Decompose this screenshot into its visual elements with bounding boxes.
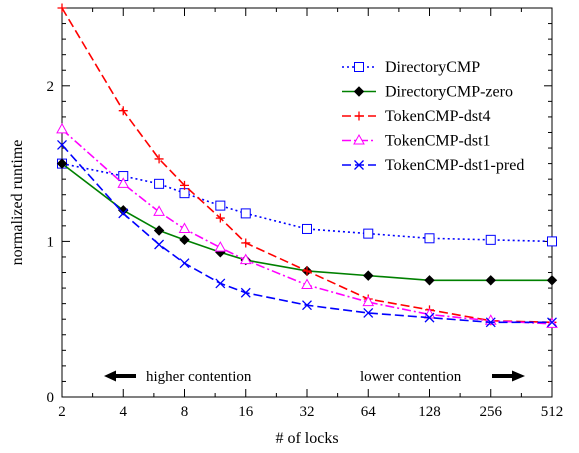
x-tick-label: 512 [541,404,564,420]
data-point [362,295,375,307]
annotation-lower-contention: lower contention [360,369,462,385]
legend-entry: TokenCMP-dst1-pred [342,157,524,174]
x-tick-label: 16 [238,404,254,420]
data-point [424,233,435,244]
legend-entry: TokenCMP-dst4 [342,108,491,125]
y-tick-label: 2 [47,79,55,95]
legend-label: DirectoryCMP-zero [385,84,513,101]
data-point [424,312,435,323]
x-tick-label: 64 [361,404,377,420]
legend-marker [353,86,365,97]
y-tick-label: 1 [47,234,55,250]
y-axis-title: normalized runtime [9,140,26,266]
data-point [179,234,190,246]
legend-label: TokenCMP-dst4 [385,108,491,125]
data-point [302,300,312,311]
arrow-right-icon [512,370,525,382]
legend-marker [353,133,365,145]
data-point [57,3,67,13]
data-point [302,223,312,234]
data-point [56,122,68,134]
x-tick-label: 4 [120,404,128,420]
data-point [179,258,190,269]
data-point [154,154,164,164]
data-point [485,275,496,286]
legend: DirectoryCMP DirectoryCMP-zero TokenCMP-ds… [342,59,524,174]
data-point [240,287,251,298]
data-point [301,278,313,289]
data-point [363,228,374,239]
data-point [56,158,68,169]
data-point [214,241,227,252]
series-tokencmp-dst4 [57,3,557,327]
legend-entry: DirectoryCMP [342,59,480,76]
legend-entry: TokenCMP-dst1 [342,133,491,150]
data-point [179,188,190,199]
data-point [547,236,557,247]
arrow-right-shaft [492,374,513,378]
data-point [302,266,312,276]
legend-marker [354,62,364,72]
data-point [118,106,128,116]
axes: 0 1 2 2 4 8 16 32 64 128 256 512 # of locks normalize… [9,7,564,447]
legend-entry: DirectoryCMP-zero [342,84,513,101]
arrow-left-icon [104,370,116,382]
data-point [154,239,165,250]
data-point [215,200,226,211]
data-point [117,177,130,188]
data-point [178,222,191,233]
series-line [61,162,552,282]
annotations: higher contention lower contention [104,369,525,385]
x-tick-label: 8 [181,404,189,420]
legend-label: TokenCMP-dst1 [385,133,491,150]
data-point [180,180,189,190]
data-point [485,234,496,245]
series-layer [56,3,558,328]
data-point [215,278,226,289]
data-point [57,139,67,150]
data-point [239,253,252,265]
data-point [154,178,165,189]
data-point [153,225,165,236]
data-point [215,213,225,223]
x-tick-label: 32 [300,404,315,420]
arrow-left-shaft [115,374,136,378]
x-tick-label: 2 [58,404,66,420]
data-point [118,208,129,219]
data-point [153,205,165,216]
data-point [240,208,251,219]
data-point [547,317,557,328]
legend-marker [354,111,364,121]
annotation-higher-contention: higher contention [146,369,252,385]
data-point [363,270,374,281]
data-point [485,317,496,328]
x-axis-title: # of locks [275,430,338,447]
legend-label: DirectoryCMP [385,59,480,76]
data-point [424,275,435,286]
data-point [546,275,558,286]
legend-marker [354,160,364,170]
x-tick-label: 256 [480,404,503,420]
series-tokencmp-dst1-pred [57,139,557,328]
x-tick-label: 128 [418,404,441,420]
data-point [241,238,251,248]
data-point [118,205,129,216]
data-point [363,308,374,318]
legend-label: TokenCMP-dst1-pred [385,157,524,174]
y-tick-label: 0 [47,390,55,406]
